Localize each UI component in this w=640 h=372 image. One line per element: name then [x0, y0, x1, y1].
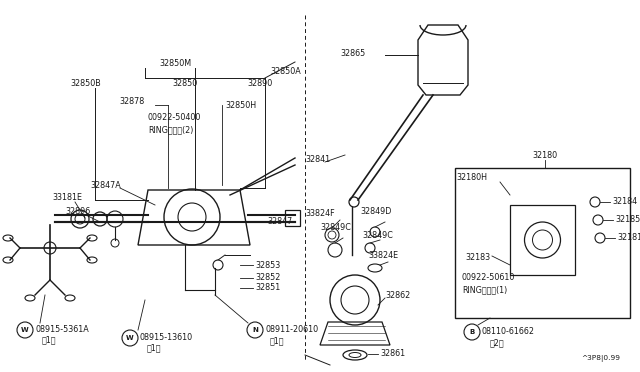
Text: 32847A: 32847A	[90, 180, 121, 189]
Text: 33824E: 33824E	[368, 250, 398, 260]
Text: B: B	[469, 329, 475, 335]
Text: 08911-20610: 08911-20610	[265, 326, 318, 334]
Circle shape	[464, 324, 480, 340]
Text: 32849C: 32849C	[320, 224, 351, 232]
Text: 33181E: 33181E	[52, 193, 82, 202]
Circle shape	[247, 322, 263, 338]
Text: 32849D: 32849D	[360, 208, 392, 217]
Text: 32861: 32861	[380, 350, 405, 359]
Text: 08110-61662: 08110-61662	[482, 327, 535, 337]
Text: 32851: 32851	[255, 283, 280, 292]
Text: 32849C: 32849C	[362, 231, 393, 240]
Text: RINGリング(1): RINGリング(1)	[462, 285, 508, 295]
Text: 32890: 32890	[247, 78, 272, 87]
Text: （1）: （1）	[147, 343, 161, 353]
Text: 32878: 32878	[120, 97, 145, 106]
Text: 08915-13610: 08915-13610	[140, 334, 193, 343]
Text: 32841: 32841	[305, 155, 330, 164]
Text: 32853: 32853	[255, 260, 280, 269]
Text: 32181: 32181	[617, 234, 640, 243]
Text: 32850A: 32850A	[270, 67, 301, 77]
Text: 32862: 32862	[385, 291, 410, 299]
Text: 32847: 32847	[267, 218, 292, 227]
Text: N: N	[252, 327, 258, 333]
Text: 08915-5361A: 08915-5361A	[35, 326, 89, 334]
Text: 00922-50610: 00922-50610	[462, 273, 515, 282]
Text: （2）: （2）	[490, 339, 504, 347]
Circle shape	[17, 322, 33, 338]
Text: 32850: 32850	[172, 78, 197, 87]
Text: RINGリング(2): RINGリング(2)	[148, 125, 193, 135]
Text: 32183: 32183	[465, 253, 490, 263]
Text: （1）: （1）	[42, 336, 56, 344]
Text: 32185: 32185	[615, 215, 640, 224]
Text: ^3P8|0.99: ^3P8|0.99	[581, 355, 620, 362]
Text: 32852: 32852	[255, 273, 280, 282]
Text: 32850H: 32850H	[225, 100, 256, 109]
Text: 32896: 32896	[65, 208, 90, 217]
Bar	[455, 168, 630, 318]
Circle shape	[122, 330, 138, 346]
Bar	[510, 205, 575, 275]
Text: 32850M: 32850M	[159, 58, 191, 67]
Text: 32850B: 32850B	[70, 78, 100, 87]
Text: 32180H: 32180H	[456, 173, 487, 183]
Text: 33824F: 33824F	[305, 208, 335, 218]
Text: 00922-50400: 00922-50400	[148, 113, 202, 122]
Text: 32184: 32184	[612, 198, 637, 206]
Text: 32865: 32865	[340, 48, 365, 58]
Text: W: W	[126, 335, 134, 341]
Text: 32180: 32180	[532, 151, 557, 160]
Text: W: W	[21, 327, 29, 333]
Bar	[285, 210, 300, 226]
Text: （1）: （1）	[270, 337, 285, 346]
